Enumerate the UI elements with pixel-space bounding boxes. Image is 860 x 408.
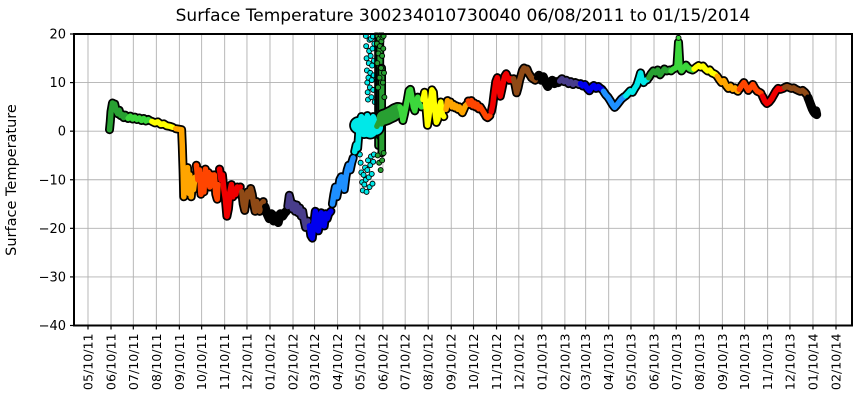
svg-text:05/10/12: 05/10/12	[352, 334, 367, 391]
svg-text:01/10/13: 01/10/13	[534, 334, 549, 391]
svg-text:−30: −30	[39, 270, 66, 285]
svg-text:10: 10	[49, 76, 66, 91]
svg-text:10/10/12: 10/10/12	[466, 334, 481, 391]
svg-text:11/10/13: 11/10/13	[760, 334, 775, 391]
y-axis-label: Surface Temperature	[4, 104, 20, 256]
svg-text:10/10/13: 10/10/13	[737, 334, 752, 391]
svg-text:−40: −40	[39, 319, 66, 334]
svg-text:04/10/12: 04/10/12	[330, 334, 345, 391]
svg-text:−20: −20	[39, 222, 66, 237]
svg-text:07/10/11: 07/10/11	[126, 334, 141, 391]
svg-text:11/10/11: 11/10/11	[217, 334, 232, 391]
svg-text:09/10/13: 09/10/13	[715, 334, 730, 391]
svg-text:04/10/13: 04/10/13	[601, 334, 616, 391]
y-axis-tick-labels: 20 10 0 −10 −20 −30 −40	[39, 28, 66, 335]
svg-text:02/10/13: 02/10/13	[557, 334, 572, 391]
chart-title: Surface Temperature 300234010730040 06/0…	[176, 6, 751, 26]
svg-text:08/10/13: 08/10/13	[692, 334, 707, 391]
svg-text:10/10/11: 10/10/11	[194, 334, 209, 391]
svg-text:09/10/12: 09/10/12	[444, 334, 459, 391]
svg-text:03/10/13: 03/10/13	[578, 334, 593, 391]
svg-text:0: 0	[58, 125, 66, 140]
svg-text:06/10/13: 06/10/13	[647, 334, 662, 391]
svg-text:02/10/14: 02/10/14	[829, 334, 844, 391]
svg-text:12/10/12: 12/10/12	[511, 334, 526, 391]
svg-text:07/10/13: 07/10/13	[669, 334, 684, 391]
svg-text:11/10/12: 11/10/12	[489, 334, 504, 391]
data-series	[105, 32, 822, 243]
svg-text:01/10/14: 01/10/14	[805, 334, 820, 391]
svg-text:01/10/12: 01/10/12	[262, 334, 277, 391]
axis-ticks	[70, 33, 837, 330]
svg-text:12/10/11: 12/10/11	[239, 334, 254, 391]
svg-text:02/10/12: 02/10/12	[286, 334, 301, 391]
svg-text:05/10/13: 05/10/13	[623, 334, 638, 391]
svg-text:05/10/11: 05/10/11	[81, 334, 96, 391]
svg-text:20: 20	[49, 28, 66, 43]
svg-text:09/10/11: 09/10/11	[172, 334, 187, 391]
svg-text:−10: −10	[39, 173, 66, 188]
svg-text:06/10/12: 06/10/12	[375, 334, 390, 391]
svg-text:12/10/13: 12/10/13	[782, 334, 797, 391]
svg-text:08/10/11: 08/10/11	[149, 334, 164, 391]
svg-text:03/10/12: 03/10/12	[307, 334, 322, 391]
svg-text:07/10/12: 07/10/12	[398, 334, 413, 391]
svg-text:08/10/12: 08/10/12	[421, 334, 436, 391]
x-axis-tick-labels: 05/10/11 06/10/11 07/10/11 08/10/11 09/10/11…	[81, 334, 844, 391]
svg-text:06/10/11: 06/10/11	[104, 334, 119, 391]
